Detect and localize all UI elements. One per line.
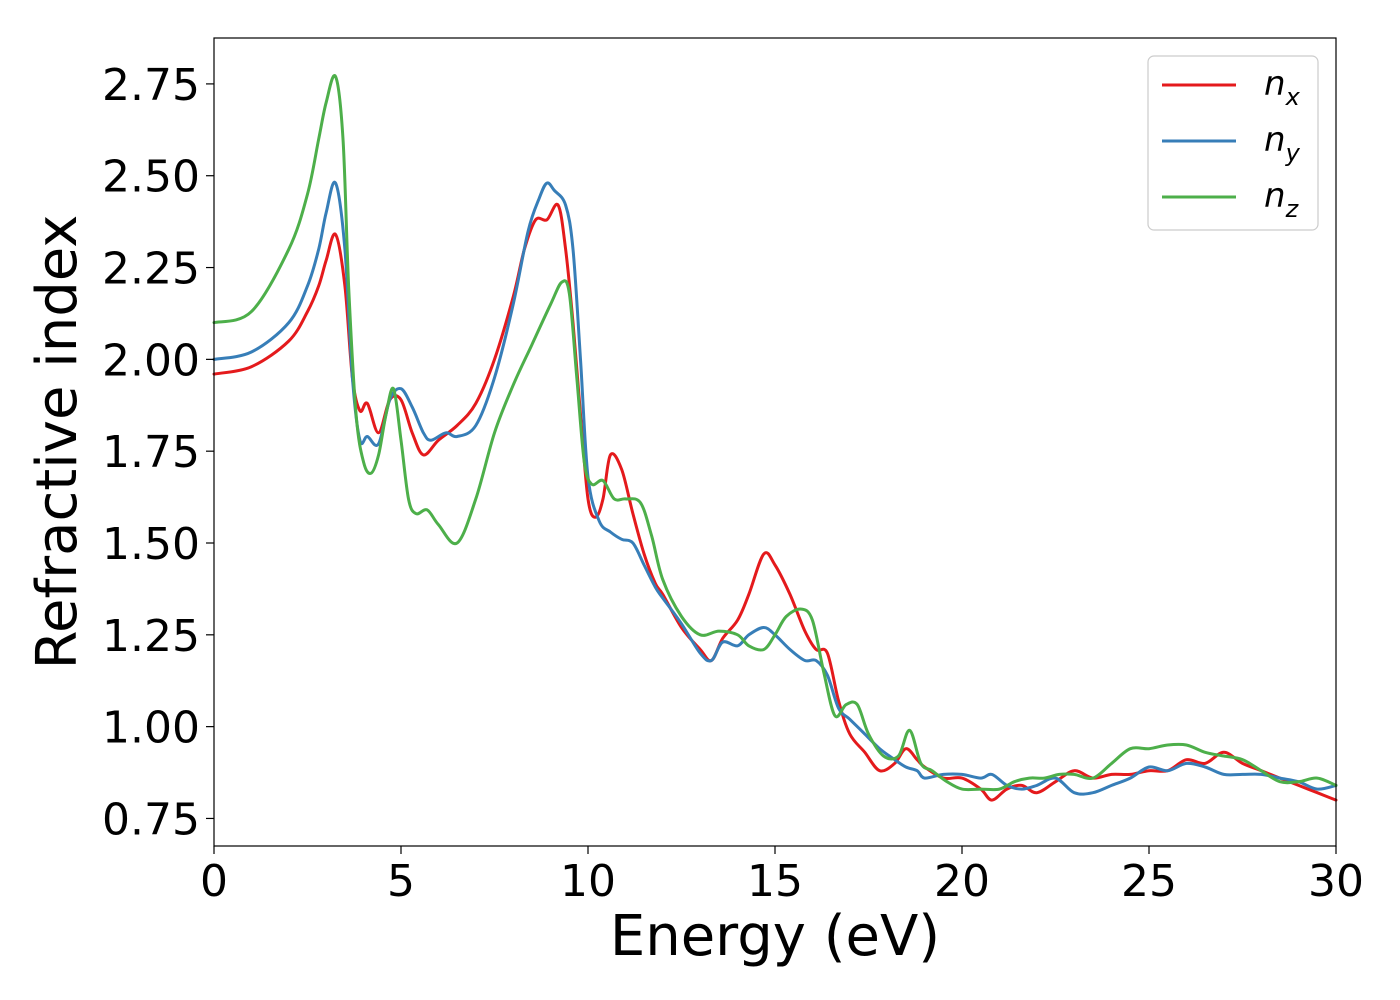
- y-tick-label: 1.50: [102, 519, 200, 570]
- x-tick-label: 5: [387, 856, 415, 907]
- legend-label-subscript: y: [1285, 139, 1301, 167]
- plot-series: [212, 73, 1338, 802]
- series-line-nz: [212, 73, 1338, 792]
- y-tick-label: 2.25: [102, 244, 200, 295]
- legend-label-base: n: [1264, 64, 1286, 104]
- legend-label-base: n: [1264, 176, 1286, 216]
- y-tick-label: 0.75: [102, 794, 200, 845]
- y-tick-label: 2.50: [102, 152, 200, 203]
- axis-ticks: 0 5 10 15 20 25 30 0.75 1.00 1.25 1.50 1.75 2.00 2.25…: [102, 60, 1364, 907]
- y-tick-label: 2.75: [102, 60, 200, 111]
- legend-label: nx: [1264, 64, 1301, 111]
- x-tick-label: 10: [560, 856, 616, 907]
- y-tick-label: 1.75: [102, 427, 200, 478]
- x-tick-label: 25: [1121, 856, 1177, 907]
- y-tick-label: 1.00: [102, 703, 200, 754]
- legend-label: ny: [1264, 120, 1301, 167]
- legend-label-subscript: z: [1285, 195, 1300, 223]
- legend-box: [1147, 55, 1319, 231]
- y-tick-label: 2.00: [102, 335, 200, 386]
- y-tick-label: 1.25: [102, 611, 200, 662]
- x-axis-title: Energy (eV): [610, 904, 940, 969]
- x-tick-label: 20: [934, 856, 990, 907]
- series-line-ny: [212, 180, 1338, 796]
- y-axis-title: Refractive index: [25, 215, 90, 670]
- x-tick-label: 15: [747, 856, 803, 907]
- legend-label-subscript: x: [1285, 83, 1301, 111]
- x-tick-label: 30: [1308, 856, 1364, 907]
- legend-label: nz: [1264, 176, 1300, 223]
- x-tick-label: 0: [200, 856, 228, 907]
- legend-label-base: n: [1264, 120, 1286, 160]
